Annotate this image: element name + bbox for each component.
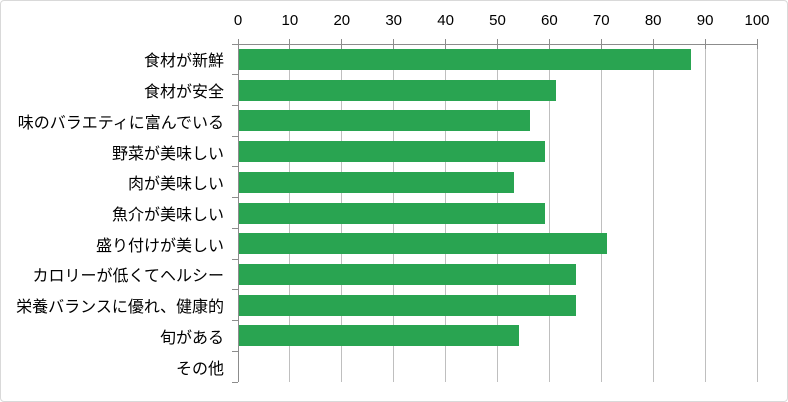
y-axis-tick-mark	[232, 320, 238, 322]
x-axis-tick-mark	[704, 39, 706, 49]
x-axis-tick-mark	[341, 39, 343, 49]
bar	[239, 48, 691, 70]
y-axis-tick-mark	[232, 104, 238, 106]
gridline	[704, 44, 706, 382]
y-axis-tick-mark	[232, 43, 238, 45]
category-label: 野菜が美味しい	[111, 145, 224, 163]
y-axis-tick-mark	[232, 166, 238, 168]
category-label: 盛り付けが美しい	[95, 237, 224, 255]
x-axis-tick-label: 100	[744, 12, 770, 29]
x-axis-tick-label: 10	[281, 12, 299, 29]
bar	[239, 294, 577, 316]
category-label: その他	[175, 360, 224, 378]
y-axis-tick-mark	[232, 381, 238, 383]
category-label: 肉が美味しい	[127, 176, 224, 194]
category-label: 栄養バランスに優れ、健康的	[16, 299, 224, 317]
x-axis-tick-mark	[445, 39, 447, 49]
x-axis-tick-mark	[237, 39, 239, 49]
x-axis-tick-label: 90	[696, 12, 714, 29]
x-axis-tick-label: 30	[385, 12, 403, 29]
y-axis-tick-mark	[232, 350, 238, 352]
x-axis-tick-label: 60	[541, 12, 558, 29]
x-axis-tick-mark	[289, 39, 291, 49]
bar	[239, 325, 520, 347]
y-axis-tick-mark	[232, 289, 238, 291]
category-label: 旬がある	[159, 329, 224, 347]
x-axis-tick-mark	[548, 39, 550, 49]
x-axis-tick-label: 70	[592, 12, 610, 29]
x-axis-tick-label: 20	[333, 12, 351, 29]
gridline	[548, 44, 550, 382]
y-axis-tick-mark	[232, 258, 238, 260]
category-label: 食材が安全	[143, 84, 224, 102]
bar	[239, 263, 577, 285]
bar	[239, 171, 515, 193]
category-label: 味のバラエティに富んでいる	[17, 114, 224, 132]
x-axis-tick-label: 50	[489, 12, 506, 29]
category-label: 食材が新鮮	[143, 53, 224, 71]
y-axis-tick-mark	[232, 74, 238, 76]
y-axis-tick-mark	[232, 135, 238, 137]
bar	[239, 110, 530, 132]
category-label: 魚介が美味しい	[111, 206, 224, 224]
category-label: カロリーが低くてヘルシー	[32, 268, 224, 286]
x-axis-tick-mark	[393, 39, 395, 49]
x-axis-tick-label: 0	[233, 12, 243, 29]
bar	[239, 79, 556, 101]
y-axis-tick-mark	[232, 197, 238, 199]
x-axis-tick-mark	[652, 39, 654, 49]
gridline	[600, 44, 602, 382]
bar	[239, 141, 546, 163]
x-axis-tick-mark	[497, 39, 498, 49]
gridline	[652, 44, 654, 382]
bar	[239, 202, 546, 224]
x-axis-tick-label: 40	[437, 12, 454, 29]
y-axis-tick-mark	[232, 227, 238, 229]
x-axis-tick-mark	[756, 39, 758, 49]
gridline	[756, 44, 758, 382]
bar	[239, 233, 608, 255]
x-axis-tick-mark	[600, 39, 602, 49]
x-axis-tick-label: 80	[644, 12, 662, 29]
